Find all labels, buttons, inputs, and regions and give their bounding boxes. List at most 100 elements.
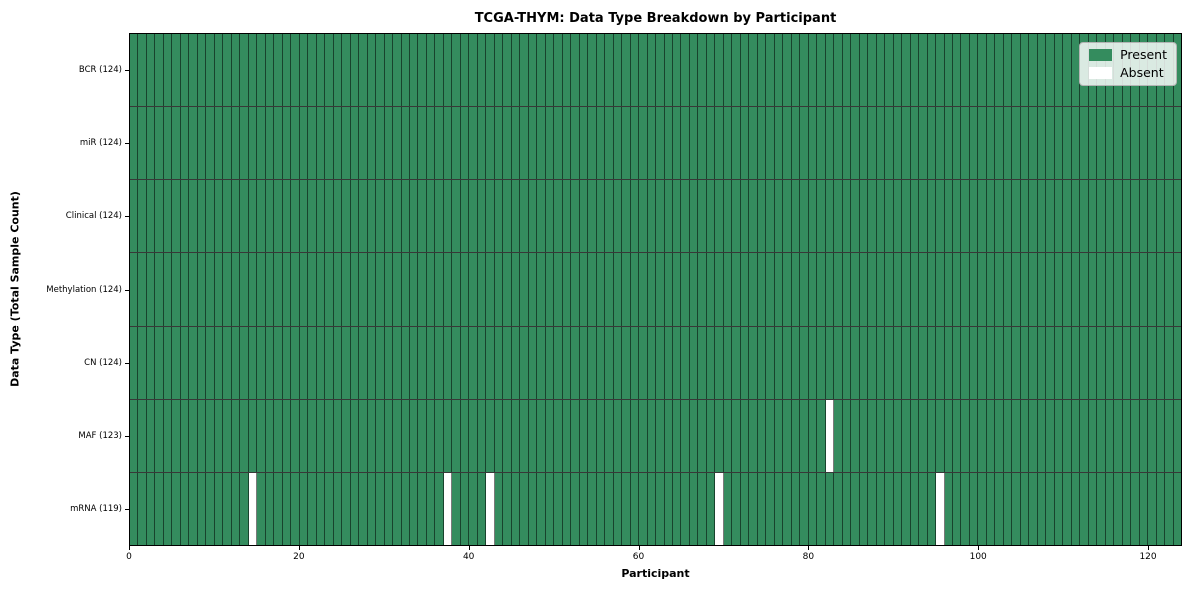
heatmap-cell-present: [528, 472, 538, 545]
heatmap-cell-present: [443, 107, 453, 180]
heatmap-cell-present: [673, 326, 682, 399]
heatmap-cell-present: [1046, 107, 1055, 180]
heatmap-cell-present: [1037, 34, 1047, 107]
heatmap-cell-present: [605, 107, 614, 180]
heatmap-cell-present: [740, 472, 750, 545]
heatmap-cell-present: [367, 472, 377, 545]
heatmap-cell-present: [1088, 326, 1098, 399]
heatmap-cell-absent: [825, 399, 835, 472]
heatmap-cell-present: [1114, 180, 1123, 253]
heatmap-cell-present: [1173, 326, 1182, 399]
heatmap-cell-present: [774, 180, 784, 253]
heatmap-cell-present: [986, 180, 996, 253]
heatmap-cell-present: [902, 34, 911, 107]
heatmap-cell-present: [808, 107, 818, 180]
heatmap-cell-present: [706, 399, 716, 472]
heatmap-cell-present: [732, 180, 741, 253]
heatmap-cell-present: [206, 34, 215, 107]
heatmap-cell-present: [757, 472, 767, 545]
heatmap-cell-present: [189, 472, 198, 545]
heatmap-cell-present: [800, 472, 809, 545]
heatmap-cell-present: [1080, 399, 1089, 472]
heatmap-cell-present: [248, 399, 258, 472]
heatmap-cell-present: [723, 326, 733, 399]
heatmap-cell-present: [376, 326, 385, 399]
heatmap-cell-present: [342, 326, 351, 399]
heatmap-cell-present: [715, 253, 724, 326]
heatmap-cell-present: [257, 253, 266, 326]
heatmap-cell-present: [978, 472, 987, 545]
heatmap-cell-present: [698, 34, 707, 107]
heatmap-cell-present: [172, 253, 181, 326]
heatmap-cell-present: [155, 399, 164, 472]
heatmap-cell-present: [248, 253, 258, 326]
heatmap-cell-present: [1139, 107, 1149, 180]
heatmap-cell-present: [503, 253, 512, 326]
heatmap-cell-present: [902, 180, 911, 253]
heatmap-cell-present: [1080, 472, 1089, 545]
heatmap-cell-present: [1131, 472, 1140, 545]
heatmap-cell-present: [995, 326, 1004, 399]
heatmap-cell-present: [443, 180, 453, 253]
heatmap-cell-present: [1156, 253, 1166, 326]
heatmap-cell-present: [1037, 253, 1047, 326]
heatmap-cell-present: [333, 253, 343, 326]
heatmap-cell-present: [630, 180, 640, 253]
heatmap-cell-present: [316, 107, 326, 180]
heatmap-cell-present: [783, 180, 792, 253]
heatmap-cell-present: [409, 180, 419, 253]
heatmap-cell-present: [774, 472, 784, 545]
heatmap-cell-present: [1097, 180, 1106, 253]
heatmap-cell-present: [316, 399, 326, 472]
heatmap-cell-present: [1063, 107, 1072, 180]
heatmap-cell-present: [961, 472, 970, 545]
heatmap-cell-present: [180, 107, 190, 180]
heatmap-cell-present: [698, 253, 707, 326]
heatmap-cell-present: [630, 399, 640, 472]
heatmap-cell-present: [995, 180, 1004, 253]
heatmap-cell-present: [732, 326, 741, 399]
x-tick-label: 20: [293, 552, 305, 562]
heatmap-cell-present: [613, 180, 623, 253]
heatmap-cell-present: [630, 107, 640, 180]
heatmap-cell-present: [138, 253, 147, 326]
heatmap-cell-present: [969, 253, 979, 326]
heatmap-cell-present: [706, 107, 716, 180]
heatmap-cell-present: [248, 107, 258, 180]
heatmap-cell-present: [910, 107, 920, 180]
heatmap-cell-present: [460, 326, 470, 399]
heatmap-cell-present: [766, 472, 775, 545]
heatmap-cell-present: [1139, 399, 1149, 472]
heatmap-cell-present: [613, 326, 623, 399]
heatmap-cell-present: [1003, 180, 1013, 253]
heatmap-cell-present: [885, 180, 894, 253]
heatmap-cell-present: [961, 326, 970, 399]
heatmap-cell-present: [868, 107, 877, 180]
x-tick-label: 40: [462, 552, 475, 562]
heatmap-cell-present: [978, 399, 987, 472]
heatmap-cell-present: [868, 399, 877, 472]
heatmap-cell-present: [1114, 399, 1123, 472]
heatmap-cell-present: [876, 326, 886, 399]
heatmap-cell-present: [469, 472, 478, 545]
heatmap-cell-present: [622, 180, 631, 253]
heatmap-cell-present: [774, 34, 784, 107]
heatmap-cell-present: [486, 253, 495, 326]
heatmap-cell-present: [1156, 180, 1166, 253]
y-tick-mark: [125, 289, 129, 291]
heatmap-cell-present: [316, 253, 326, 326]
heatmap-cell-present: [265, 399, 275, 472]
heatmap-cell-present: [486, 107, 495, 180]
heatmap-cell-present: [978, 326, 987, 399]
heatmap-cell-present: [562, 326, 572, 399]
heatmap-cell-present: [689, 107, 699, 180]
heatmap-cell-present: [1020, 326, 1030, 399]
heatmap-cell-present: [1156, 326, 1166, 399]
heatmap-cell-present: [308, 399, 317, 472]
heatmap-cell-present: [1173, 107, 1182, 180]
heatmap-cell-present: [791, 472, 801, 545]
heatmap-cell-present: [486, 326, 495, 399]
heatmap-cell-present: [460, 34, 470, 107]
heatmap-cell-present: [231, 107, 241, 180]
heatmap-cell-present: [749, 253, 758, 326]
